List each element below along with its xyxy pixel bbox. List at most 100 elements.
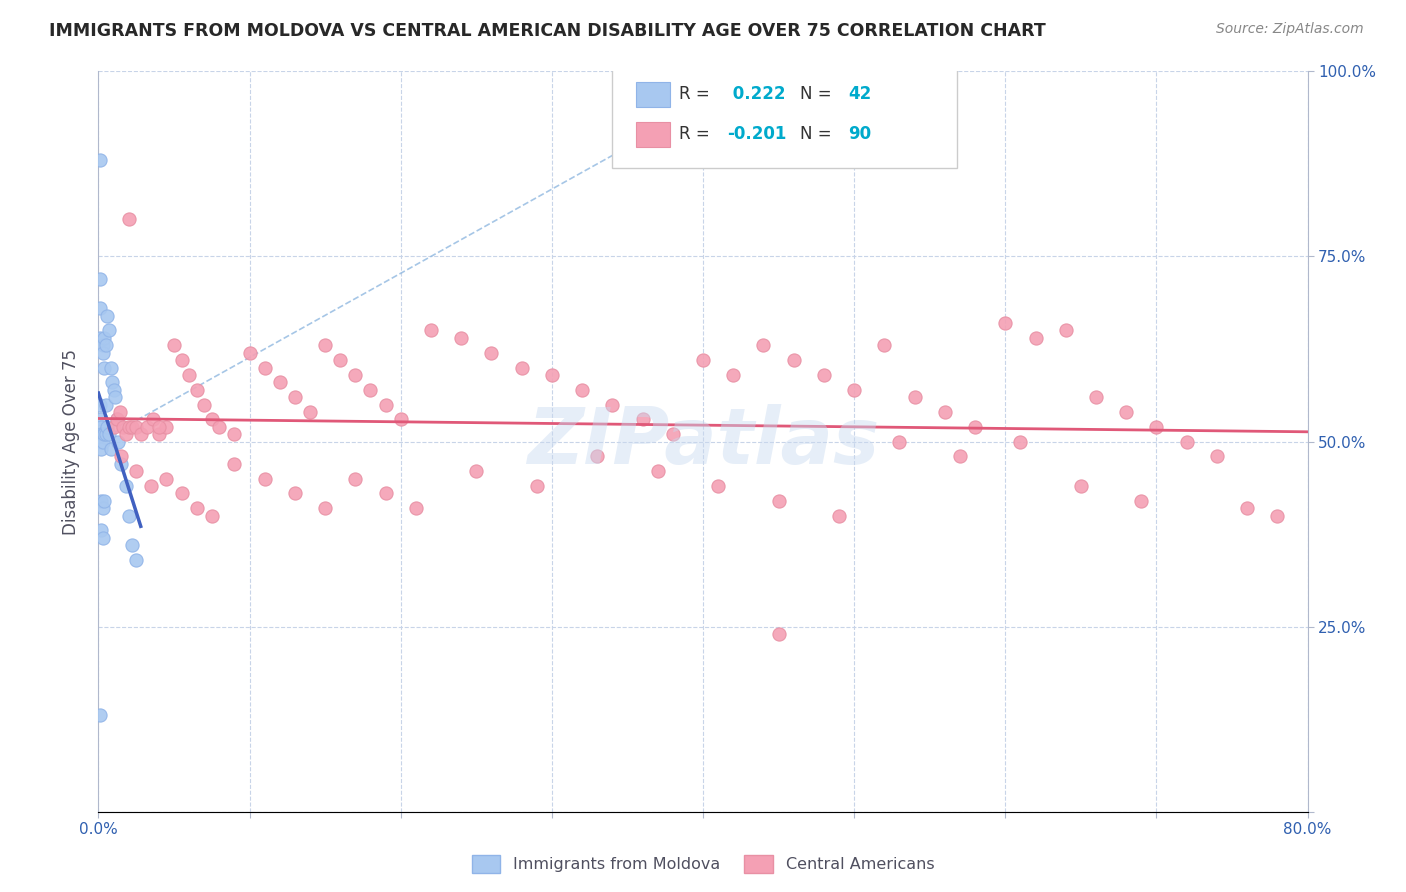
Point — [405, 501, 427, 516]
Point — [93, 427, 115, 442]
Text: 90: 90 — [848, 125, 872, 144]
Point — [91, 338, 114, 352]
Point — [94, 398, 117, 412]
Point — [89, 398, 111, 412]
Point — [186, 383, 208, 397]
Text: -0.201: -0.201 — [727, 125, 786, 144]
Point — [208, 419, 231, 434]
Point — [253, 471, 276, 485]
Point — [314, 501, 336, 516]
Point — [1115, 405, 1137, 419]
Point — [1070, 479, 1092, 493]
Point — [90, 442, 112, 456]
Point — [114, 479, 136, 493]
Point — [813, 368, 835, 382]
Text: N =: N = — [800, 125, 837, 144]
Point — [90, 419, 112, 434]
Point — [465, 464, 488, 478]
Point — [163, 338, 186, 352]
Point — [105, 412, 128, 426]
Point — [540, 368, 562, 382]
Point — [965, 419, 987, 434]
FancyBboxPatch shape — [613, 64, 957, 168]
Point — [125, 464, 148, 478]
Point — [571, 383, 593, 397]
Point — [94, 427, 117, 442]
Point — [828, 508, 851, 523]
Point — [89, 153, 111, 168]
Point — [94, 338, 117, 352]
Point — [631, 412, 654, 426]
Bar — [637, 121, 671, 147]
Point — [1130, 493, 1153, 508]
Point — [224, 427, 246, 442]
Point — [1010, 434, 1032, 449]
Point — [934, 405, 956, 419]
Point — [93, 360, 115, 375]
Point — [93, 493, 115, 508]
Point — [148, 419, 170, 434]
Point — [450, 331, 472, 345]
Point — [949, 450, 972, 464]
Point — [96, 309, 118, 323]
Text: 0.222: 0.222 — [727, 86, 786, 103]
Point — [103, 419, 125, 434]
Point — [91, 531, 114, 545]
Point — [768, 627, 790, 641]
Point — [179, 368, 201, 382]
Point — [284, 486, 307, 500]
Point — [90, 412, 112, 426]
Point — [114, 427, 136, 442]
Point — [661, 427, 683, 442]
Point — [1024, 331, 1046, 345]
Point — [110, 457, 132, 471]
Point — [723, 368, 745, 382]
Point — [1144, 419, 1167, 434]
Point — [110, 450, 132, 464]
Point — [91, 427, 114, 442]
Point — [844, 383, 866, 397]
Point — [91, 501, 114, 516]
Point — [994, 316, 1017, 330]
Point — [239, 345, 262, 359]
Point — [1267, 508, 1289, 523]
Point — [586, 450, 609, 464]
Point — [89, 271, 111, 285]
Text: R =: R = — [679, 86, 714, 103]
Point — [602, 398, 624, 412]
Point — [90, 427, 112, 442]
Text: IMMIGRANTS FROM MOLDOVA VS CENTRAL AMERICAN DISABILITY AGE OVER 75 CORRELATION C: IMMIGRANTS FROM MOLDOVA VS CENTRAL AMERI… — [49, 22, 1046, 40]
Point — [1054, 324, 1077, 338]
Point — [91, 345, 114, 359]
Point — [155, 471, 177, 485]
Point — [170, 486, 193, 500]
Point — [129, 427, 152, 442]
Point — [111, 419, 134, 434]
Point — [768, 493, 790, 508]
Point — [510, 360, 533, 375]
Point — [98, 427, 121, 442]
Point — [103, 383, 125, 397]
Point — [783, 353, 806, 368]
Y-axis label: Disability Age Over 75: Disability Age Over 75 — [62, 349, 80, 534]
Point — [170, 353, 193, 368]
Point — [692, 353, 714, 368]
Point — [1085, 390, 1108, 404]
Point — [186, 501, 208, 516]
Point — [889, 434, 911, 449]
Point — [253, 360, 276, 375]
Point — [389, 412, 412, 426]
Point — [1175, 434, 1198, 449]
Point — [135, 419, 157, 434]
Point — [752, 338, 775, 352]
Point — [1206, 450, 1229, 464]
Point — [90, 524, 112, 538]
Point — [121, 419, 143, 434]
Point — [193, 398, 215, 412]
Point — [125, 419, 148, 434]
Point — [118, 419, 141, 434]
Text: R =: R = — [679, 125, 714, 144]
Point — [125, 553, 148, 567]
Point — [344, 368, 367, 382]
Text: ZIPatlas: ZIPatlas — [527, 403, 879, 480]
